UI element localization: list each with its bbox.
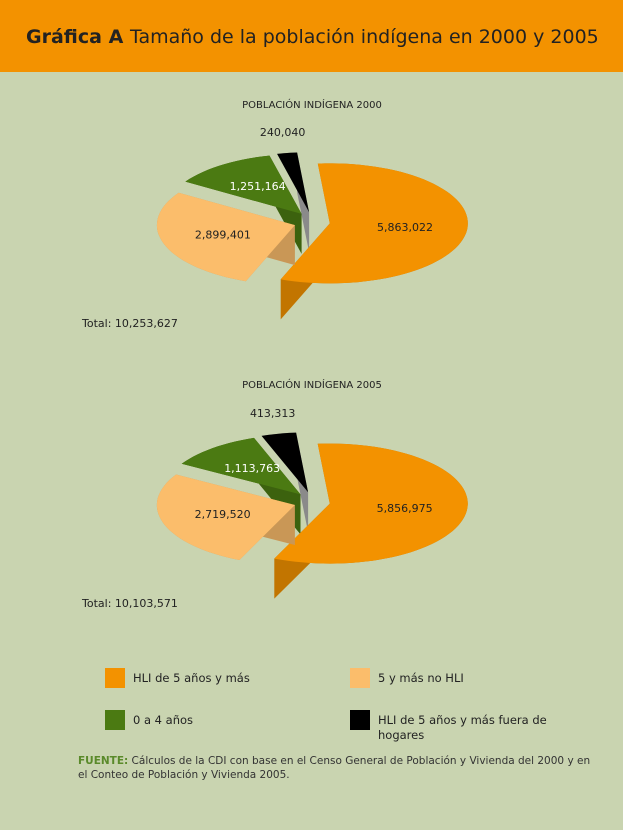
pie-slice bbox=[181, 437, 301, 495]
legend-label: 0 a 4 años bbox=[133, 713, 194, 727]
header-label: Gráfica A bbox=[26, 26, 124, 48]
header: Gráfica A Tamaño de la población indígen… bbox=[0, 0, 623, 72]
pie-slice bbox=[156, 474, 295, 560]
legend-label: HLI de 5 años y más fuera de hogares bbox=[378, 713, 547, 742]
data-label: 5,856,975 bbox=[377, 502, 433, 515]
source: FUENTE: Cálculos de la CDI con base en e… bbox=[78, 754, 598, 782]
data-label: 1,251,164 bbox=[230, 180, 286, 193]
chart-title: POBLACIÓN INDÍGENA 2000 bbox=[242, 98, 382, 111]
annotation: Total: 10,103,571 bbox=[81, 597, 178, 610]
legend-label: HLI de 5 años y más bbox=[133, 671, 250, 685]
annotation: Total: 10,253,627 bbox=[81, 317, 178, 330]
data-label: 2,719,520 bbox=[195, 508, 251, 521]
data-label: 1,113,763 bbox=[224, 462, 280, 475]
legend-label: 5 y más no HLI bbox=[378, 671, 464, 685]
pie-slice bbox=[277, 152, 310, 213]
data-label: 240,040 bbox=[260, 126, 306, 139]
source-label: FUENTE: bbox=[78, 755, 129, 767]
charts: POBLACIÓN INDÍGENA 2000 Total: 10,253,627… bbox=[81, 98, 468, 610]
legend-swatch bbox=[105, 710, 125, 730]
legend-swatch bbox=[350, 668, 370, 688]
data-label: 2,899,401 bbox=[195, 228, 251, 241]
pie-slice bbox=[185, 155, 302, 214]
pie-slice bbox=[156, 192, 295, 282]
header-title: Tamaño de la población indígena en 2000 … bbox=[130, 26, 599, 48]
data-label: 413,313 bbox=[250, 407, 296, 420]
pie-slice bbox=[261, 432, 309, 493]
chart-title: POBLACIÓN INDÍGENA 2005 bbox=[242, 378, 382, 391]
source-text: Cálculos de la CDI con base en el Censo … bbox=[78, 755, 591, 781]
pie-slice bbox=[280, 163, 468, 284]
legend-swatch bbox=[105, 668, 125, 688]
legend-swatch bbox=[350, 710, 370, 730]
data-label: 5,863,022 bbox=[377, 221, 433, 234]
pie-slice bbox=[274, 443, 468, 564]
